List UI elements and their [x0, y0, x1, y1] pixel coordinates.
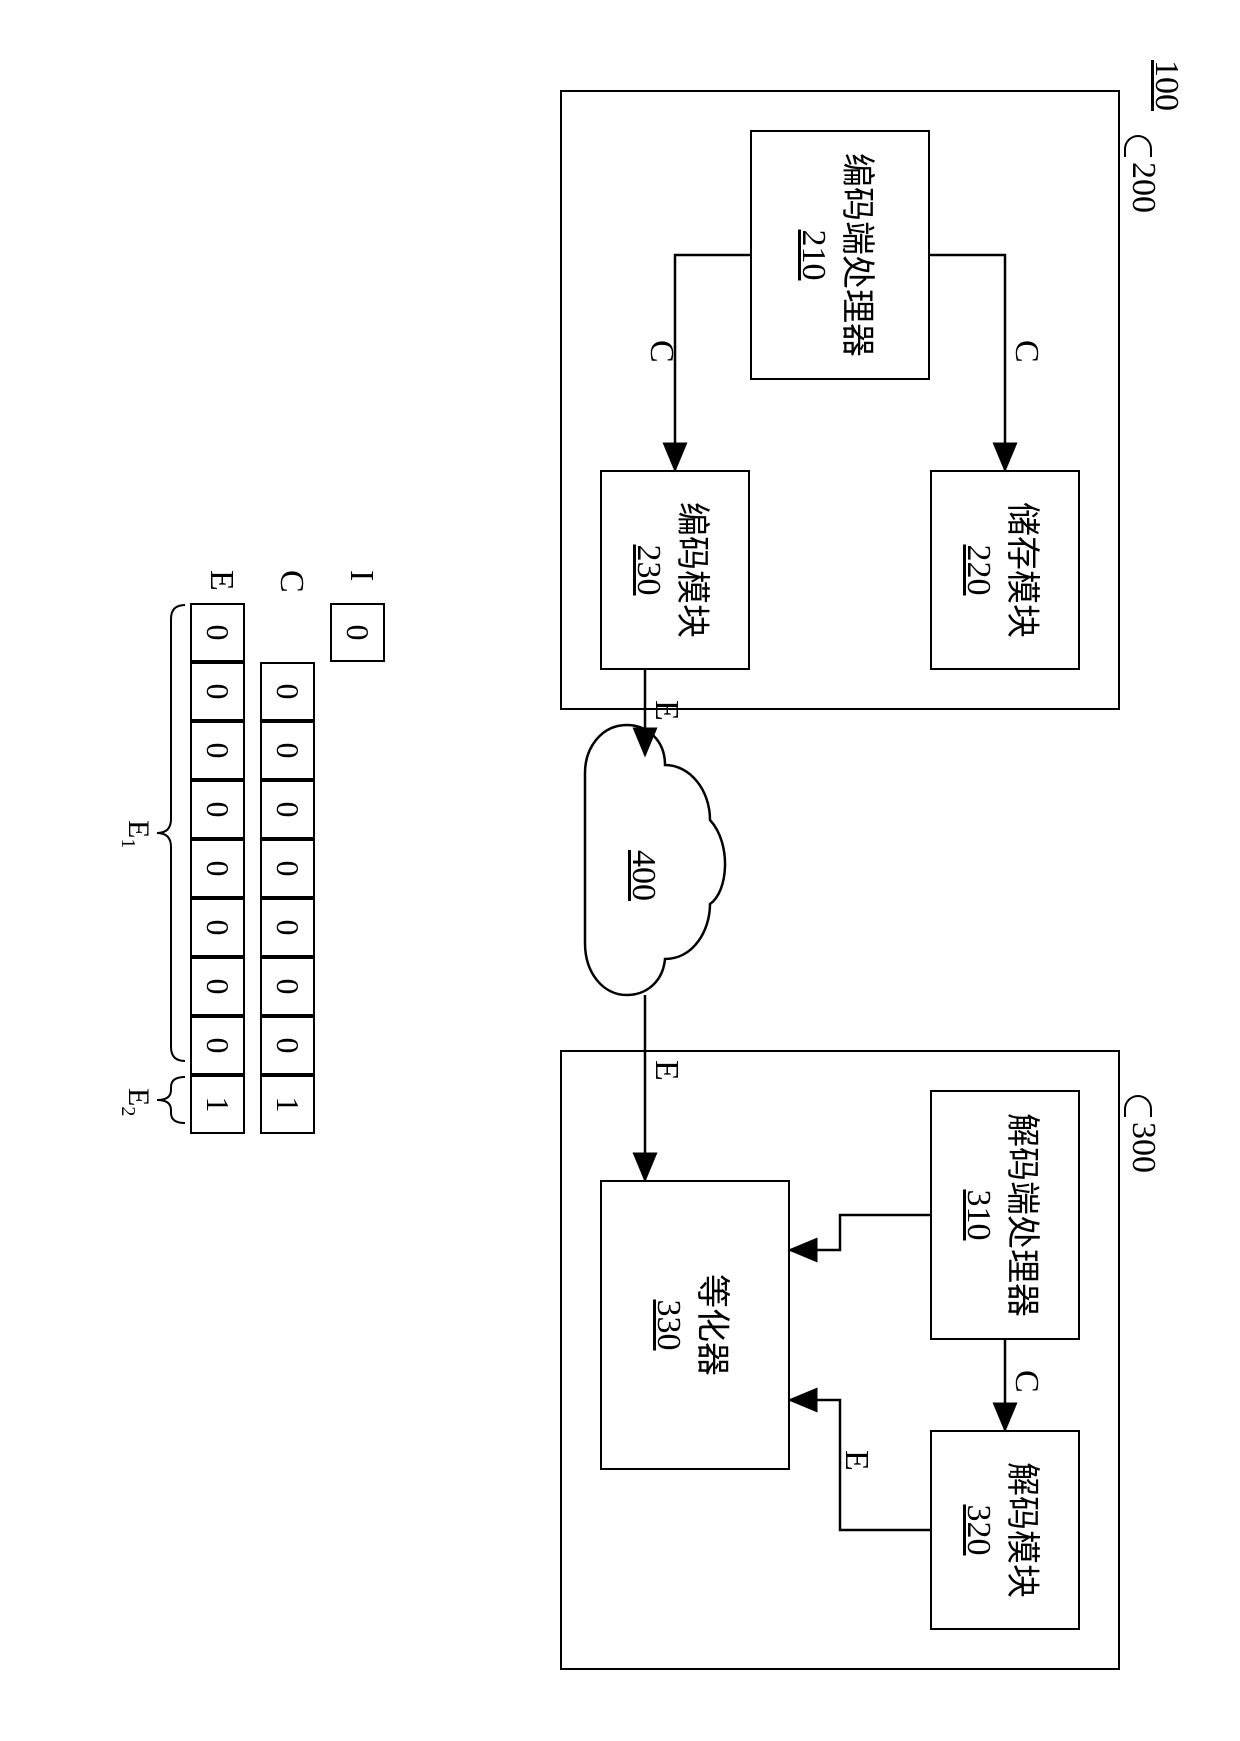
- edge-e-3: E: [837, 1450, 875, 1471]
- bit-E-1: 0: [190, 662, 245, 721]
- encoder-group-brace: [1124, 135, 1152, 157]
- encoding-module-box: 编码模块 230: [600, 470, 750, 670]
- decoding-module-title: 解码模块: [1002, 1462, 1051, 1598]
- bit-E-7: 0: [190, 1016, 245, 1075]
- bit-E-8: 1: [190, 1075, 245, 1134]
- row-label-C: C: [272, 570, 310, 593]
- decoder-processor-box: 解码端处理器 310: [930, 1090, 1080, 1340]
- decoder-processor-id: 310: [960, 1190, 998, 1241]
- bit-C-4: 0: [260, 898, 315, 957]
- bit-C-5: 0: [260, 957, 315, 1016]
- decoding-module-box: 解码模块 320: [930, 1430, 1080, 1630]
- bit-E-6: 0: [190, 957, 245, 1016]
- system-id-label: 100: [1147, 60, 1185, 111]
- decoding-module-id: 320: [960, 1505, 998, 1556]
- storage-module-box: 储存模块 220: [930, 470, 1080, 670]
- bit-E-0: 0: [190, 603, 245, 662]
- channel-id: 400: [624, 850, 662, 901]
- edge-c-2: C: [642, 340, 680, 363]
- encoder-processor-title: 编码端处理器: [837, 153, 886, 357]
- row-label-I: I: [342, 570, 380, 581]
- bit-C-0: 0: [260, 662, 315, 721]
- equalizer-title: 等化器: [692, 1274, 741, 1376]
- bit-I-0: 0: [330, 603, 385, 662]
- bit-E-4: 0: [190, 839, 245, 898]
- decoder-processor-title: 解码端处理器: [1002, 1113, 1051, 1317]
- edge-e-1: E: [647, 700, 685, 721]
- decoder-group-id: 300: [1124, 1122, 1162, 1173]
- edge-c-3: C: [1007, 1370, 1045, 1393]
- equalizer-id: 330: [650, 1300, 688, 1351]
- encoding-module-title: 编码模块: [672, 502, 721, 638]
- brace-e2-label: E2: [116, 1088, 155, 1116]
- edge-c-1: C: [1007, 340, 1045, 363]
- storage-module-title: 储存模块: [1002, 502, 1051, 638]
- bit-C-6: 0: [260, 1016, 315, 1075]
- bit-C-7: 1: [260, 1075, 315, 1134]
- row-label-E: E: [202, 570, 240, 591]
- bit-C-2: 0: [260, 780, 315, 839]
- encoder-group-id: 200: [1124, 162, 1162, 213]
- edge-e-2: E: [647, 1060, 685, 1081]
- encoder-processor-box: 编码端处理器 210: [750, 130, 930, 380]
- encoding-module-id: 230: [630, 545, 668, 596]
- equalizer-box: 等化器 330: [600, 1180, 790, 1470]
- bit-C-3: 0: [260, 839, 315, 898]
- bit-C-1: 0: [260, 721, 315, 780]
- bit-E-3: 0: [190, 780, 245, 839]
- bit-E-2: 0: [190, 721, 245, 780]
- bit-E-5: 0: [190, 898, 245, 957]
- decoder-group-brace: [1124, 1095, 1152, 1117]
- diagram-surface: 100 200 300 编码端处理器 210 储存模块 220 编码模块 230…: [0, 0, 1240, 1741]
- brace-e1-label: E1: [116, 820, 155, 848]
- storage-module-id: 220: [960, 545, 998, 596]
- encoder-processor-id: 210: [795, 230, 833, 281]
